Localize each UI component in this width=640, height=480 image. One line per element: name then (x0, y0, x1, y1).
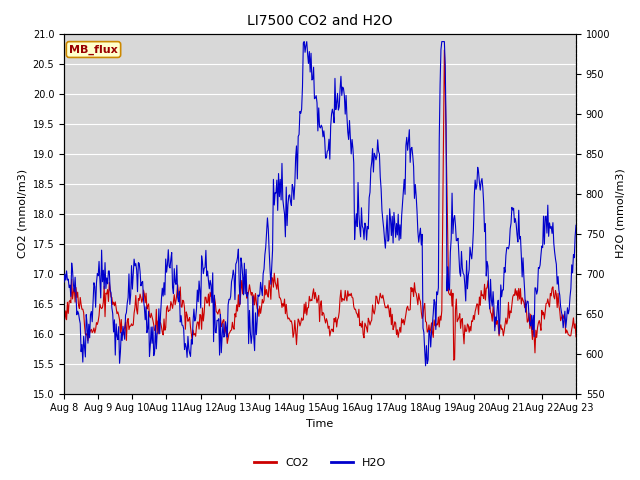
Title: LI7500 CO2 and H2O: LI7500 CO2 and H2O (247, 14, 393, 28)
Text: MB_flux: MB_flux (69, 44, 118, 55)
X-axis label: Time: Time (307, 419, 333, 429)
Legend: CO2, H2O: CO2, H2O (250, 453, 390, 472)
Y-axis label: CO2 (mmol/m3): CO2 (mmol/m3) (17, 169, 27, 258)
Y-axis label: H2O (mmol/m3): H2O (mmol/m3) (616, 169, 626, 258)
